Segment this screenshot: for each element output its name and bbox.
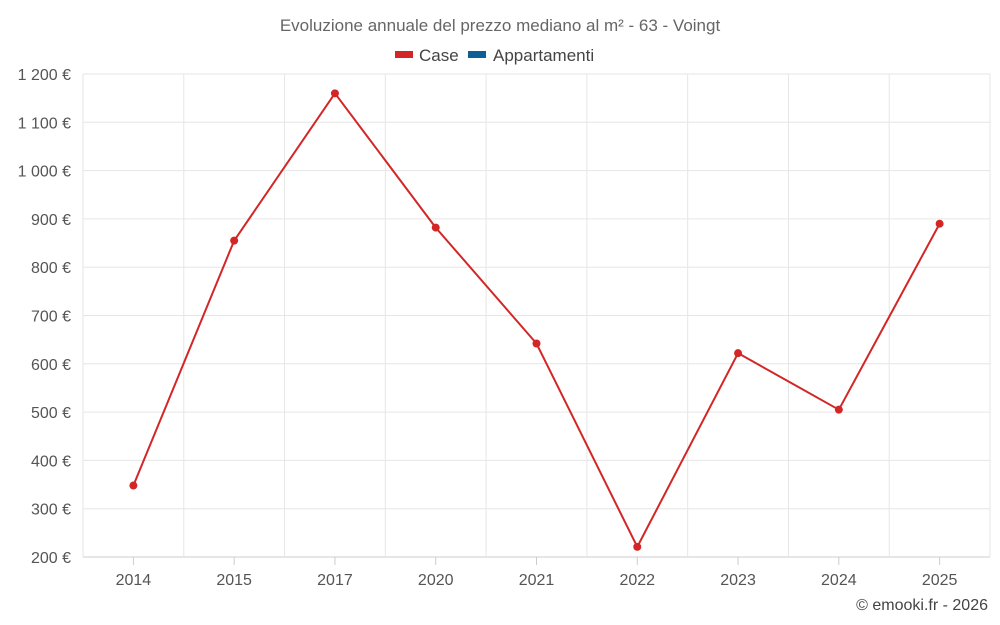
- y-tick-label: 1 200 €: [18, 67, 71, 84]
- grid: [82, 73, 991, 558]
- legend-label-appartamenti: Appartamenti: [493, 46, 594, 65]
- legend-item-appartamenti[interactable]: Appartamenti: [468, 46, 594, 65]
- legend-swatch-case: [395, 51, 413, 58]
- x-tick-label: 2022: [619, 572, 655, 589]
- x-tick-label: 2023: [720, 572, 756, 589]
- x-axis: 2014 2015 2017 2020 2021 2022 2023 2024 2025: [116, 557, 958, 589]
- x-tick-label: 2021: [519, 572, 555, 589]
- series-line: [132, 92, 941, 548]
- y-tick-label: 1 100 €: [18, 115, 71, 132]
- x-tick-label: 2025: [922, 572, 958, 589]
- legend-label-case: Case: [419, 46, 459, 65]
- data-point[interactable]: [834, 405, 843, 414]
- credit-text: © emooki.fr - 2026: [856, 597, 988, 614]
- chart-title: Evoluzione annuale del prezzo mediano al…: [280, 16, 721, 35]
- y-tick-label: 700 €: [31, 309, 71, 326]
- legend-item-case[interactable]: Case: [395, 46, 459, 65]
- data-point[interactable]: [129, 481, 138, 490]
- y-tick-label: 500 €: [31, 405, 71, 422]
- data-point[interactable]: [431, 223, 440, 232]
- y-tick-label: 900 €: [31, 212, 71, 229]
- y-tick-label: 300 €: [31, 502, 71, 519]
- data-point[interactable]: [532, 339, 541, 348]
- data-point[interactable]: [633, 542, 642, 551]
- y-tick-label: 200 €: [31, 550, 71, 567]
- y-axis: 200 € 300 € 400 € 500 € 600 € 700 € 800 € 900 €…: [18, 67, 71, 567]
- x-tick-label: 2015: [216, 572, 252, 589]
- x-tick-label: 2014: [116, 572, 152, 589]
- data-point[interactable]: [230, 236, 239, 245]
- data-point[interactable]: [935, 219, 944, 228]
- y-tick-label: 400 €: [31, 453, 71, 470]
- x-tick-label: 2020: [418, 572, 454, 589]
- data-point[interactable]: [330, 89, 339, 98]
- legend-swatch-appartamenti: [468, 51, 486, 58]
- y-tick-label: 800 €: [31, 260, 71, 277]
- data-point[interactable]: [734, 349, 743, 358]
- legend: Case Appartamenti: [395, 46, 594, 65]
- x-tick-label: 2017: [317, 572, 353, 589]
- series-case: [129, 89, 944, 551]
- y-tick-label: 1 000 €: [18, 164, 71, 181]
- y-tick-label: 600 €: [31, 357, 71, 374]
- x-tick-label: 2024: [821, 572, 857, 589]
